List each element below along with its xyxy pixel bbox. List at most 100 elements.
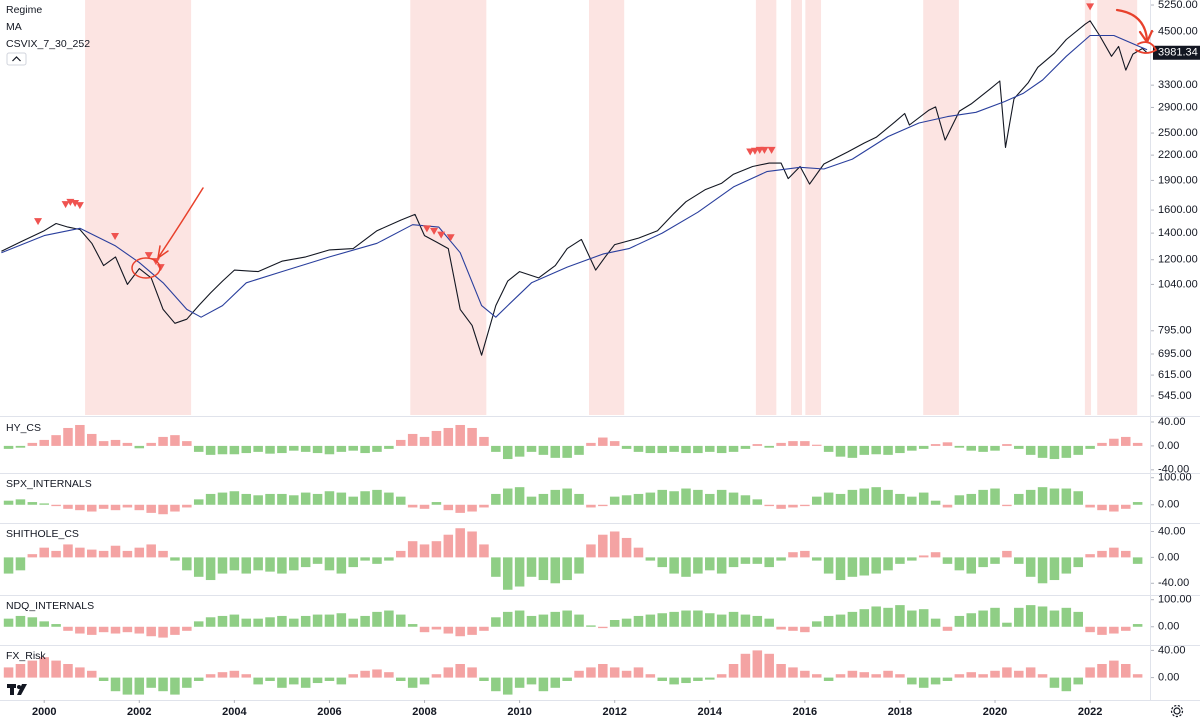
- indicator-bar: [716, 445, 727, 454]
- indicator-bar: [681, 557, 691, 577]
- indicator-bar: [75, 667, 85, 678]
- indicator-bar: [835, 557, 846, 581]
- indicator-bar: [550, 611, 561, 627]
- indicator-bar: [324, 491, 335, 505]
- indicator-bar: [63, 504, 73, 509]
- indicator-bar: [3, 618, 14, 627]
- signal-marker: [75, 202, 84, 210]
- y-tick-label: 5250.00: [1158, 0, 1198, 11]
- indicator-bar: [859, 488, 870, 505]
- indicator-bar: [170, 504, 180, 512]
- indicator-bar: [110, 545, 121, 558]
- indicator-bar: [1121, 626, 1131, 631]
- indicator-bar: [265, 493, 275, 505]
- indicator-bar: [253, 618, 263, 627]
- indicator-bar: [752, 499, 763, 505]
- indicator-bar: [800, 626, 810, 633]
- x-tick-label: 2000: [32, 706, 56, 718]
- indicator-bar: [336, 445, 347, 452]
- indicator-bar: [752, 557, 763, 564]
- indicator-bar: [966, 672, 977, 678]
- indicator-bar: [467, 427, 477, 446]
- indicator-bar: [823, 492, 834, 505]
- indicator-bar: [182, 557, 192, 571]
- indicator-bar: [1037, 606, 1048, 627]
- indicator-bar: [1109, 660, 1119, 678]
- indicator-bar: [289, 557, 299, 571]
- indicator-bar: [740, 557, 751, 564]
- indicator-bar: [526, 677, 537, 685]
- indicator-bar: [479, 677, 489, 681]
- indicator-bar: [312, 445, 323, 454]
- indicator-bar: [3, 557, 14, 574]
- indicator-bar: [348, 674, 358, 678]
- indicator-bar: [110, 677, 121, 692]
- indicator-bar: [253, 445, 263, 452]
- x-tick-label: 2020: [983, 706, 1007, 718]
- indicator-bar: [681, 610, 691, 627]
- indicator-bar: [134, 504, 145, 511]
- y-tick-label: 1200.00: [1158, 254, 1198, 266]
- indicator-bar: [693, 445, 703, 454]
- indicator-bar: [930, 552, 941, 558]
- x-tick-label: 2012: [602, 706, 626, 718]
- indicator-bar: [740, 614, 751, 627]
- indicator-bar: [609, 667, 620, 678]
- indicator-bar: [1037, 557, 1048, 584]
- indicator-bar: [847, 611, 858, 627]
- indicator-bar: [705, 557, 715, 571]
- indicator-bar: [63, 544, 73, 558]
- indicator-bar: [217, 615, 228, 627]
- collapse-button[interactable]: [6, 52, 27, 66]
- indicator-bar: [633, 667, 644, 678]
- legend-ma[interactable]: MA: [6, 21, 22, 33]
- indicator-bar: [574, 670, 584, 678]
- indicator-bar: [859, 609, 870, 627]
- indicator-bar: [776, 664, 786, 678]
- indicator-bar: [657, 489, 667, 505]
- indicator-bar: [788, 504, 798, 508]
- indicator-bar: [86, 549, 97, 558]
- indicator-bar: [1061, 677, 1072, 692]
- indicator-bar: [86, 670, 97, 678]
- indicator-bar: [1049, 557, 1060, 581]
- indicator-bar: [907, 445, 917, 451]
- indicator-bar: [1037, 487, 1048, 505]
- indicator-bar: [823, 677, 834, 681]
- indicator-bar: [15, 499, 26, 505]
- settings-icon[interactable]: [1170, 704, 1184, 718]
- indicator-bar: [918, 492, 929, 505]
- legend-regime[interactable]: Regime: [6, 4, 42, 16]
- indicator-bar: [942, 626, 953, 631]
- indicator-bar: [633, 445, 644, 452]
- indicator-bar: [907, 557, 917, 561]
- indicator-bar: [633, 493, 644, 505]
- legend-csvix[interactable]: CSVIX_7_30_252: [6, 38, 90, 50]
- indicator-bar: [942, 557, 953, 564]
- indicator-bar: [514, 610, 525, 627]
- x-tick-label: 2002: [127, 706, 151, 718]
- indicator-bar: [514, 677, 525, 688]
- x-tick-label: 2008: [412, 706, 436, 718]
- indicator-bar: [98, 550, 109, 558]
- indicator-bar: [467, 504, 477, 512]
- indicator-bar: [396, 496, 406, 505]
- indicator-bar: [823, 557, 834, 574]
- indicator-bar: [443, 504, 454, 511]
- indicator-bar: [277, 557, 287, 574]
- indicator-bar: [918, 445, 929, 449]
- indicator-bar: [3, 500, 14, 505]
- indicator-bar: [110, 439, 121, 446]
- indicator-bar: [289, 445, 299, 451]
- y-tick-label: 0.00: [1158, 621, 1179, 633]
- indicator-bar: [764, 445, 774, 448]
- indicator-bar: [1121, 436, 1131, 446]
- indicator-bar: [407, 624, 418, 627]
- indicator-bar: [740, 653, 751, 678]
- indicator-bar: [1014, 493, 1024, 505]
- indicator-bar: [1085, 445, 1095, 449]
- pane-title: FX_Risk: [6, 650, 46, 662]
- indicator-bar: [1073, 677, 1083, 685]
- y-tick-label: 0.00: [1158, 551, 1179, 563]
- indicator-bar: [407, 504, 418, 508]
